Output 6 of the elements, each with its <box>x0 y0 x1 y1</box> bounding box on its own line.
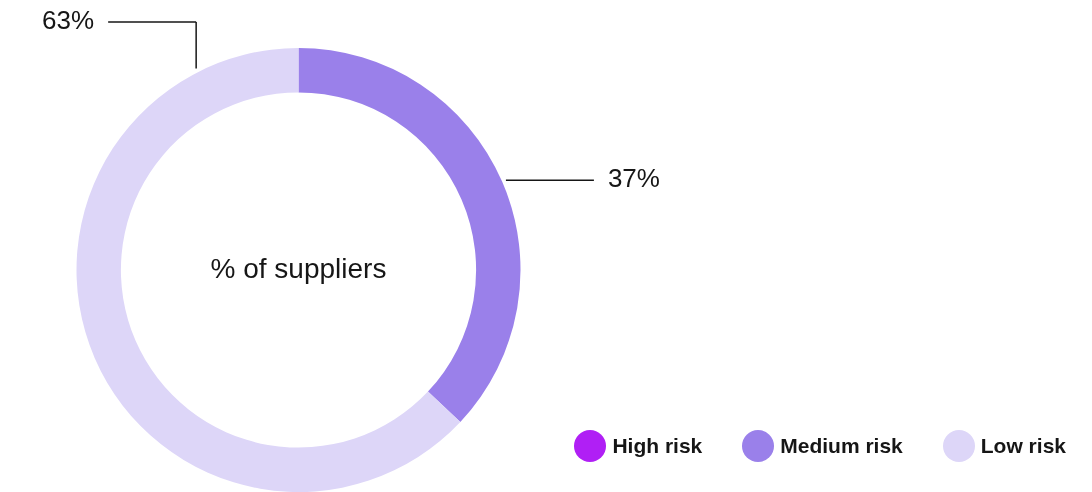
legend-label: Low risk <box>980 434 1066 458</box>
data-label: 37% <box>607 163 660 194</box>
legend-label: Medium risk <box>780 434 903 458</box>
text: % of suppliers <box>210 252 387 284</box>
legend-label: High risk <box>612 434 703 458</box>
data-label: 63% <box>42 5 95 36</box>
